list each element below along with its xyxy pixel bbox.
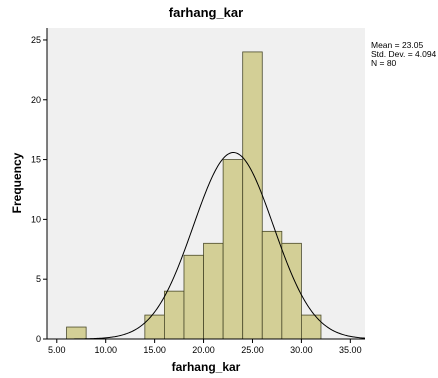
histogram-bar-6 <box>242 51 263 340</box>
y-axis-label: Frequency <box>10 152 24 213</box>
x-axis-label: farhang_kar <box>172 360 241 374</box>
x-tick-label-2: 15.00 <box>143 345 166 355</box>
x-tick-label-6: 35.00 <box>339 345 362 355</box>
histogram-bar-5 <box>222 159 244 340</box>
x-axis-ticks: 5.00 10.00 15.00 20.00 25.00 30.00 35.00 <box>48 339 362 355</box>
y-tick-label-2: 10 <box>31 214 41 224</box>
x-tick-label-5: 30.00 <box>290 345 313 355</box>
histogram-bar-1 <box>144 314 165 340</box>
stat-n: N = 80 <box>371 58 397 68</box>
histogram-bar-0 <box>66 326 87 340</box>
y-axis-ticks: 0 5 10 15 20 25 <box>31 35 47 344</box>
histogram-bar-4 <box>203 242 224 340</box>
x-tick-label-0: 5.00 <box>48 345 66 355</box>
x-tick-label-4: 25.00 <box>241 345 264 355</box>
histogram-bar-2 <box>164 290 185 340</box>
histogram-bar-3 <box>183 254 204 340</box>
bars-group <box>66 51 322 340</box>
y-tick-label-5: 25 <box>31 35 41 45</box>
normal-curve <box>47 152 366 340</box>
stats-box: Mean = 23.05 Std. Dev. = 4.094 N = 80 <box>371 40 437 68</box>
y-tick-label-3: 15 <box>31 155 41 165</box>
x-tick-label-3: 20.00 <box>192 345 215 355</box>
x-tick-label-1: 10.00 <box>94 345 117 355</box>
y-tick-label-4: 20 <box>31 95 41 105</box>
y-tick-label-0: 0 <box>36 334 41 344</box>
chart-title: farhang_kar <box>169 5 243 20</box>
y-tick-label-1: 5 <box>36 274 41 284</box>
stat-mean: Mean = 23.05 <box>371 40 423 50</box>
histogram-bar-7 <box>261 230 283 340</box>
stat-std-dev: Std. Dev. = 4.094 <box>371 49 437 59</box>
